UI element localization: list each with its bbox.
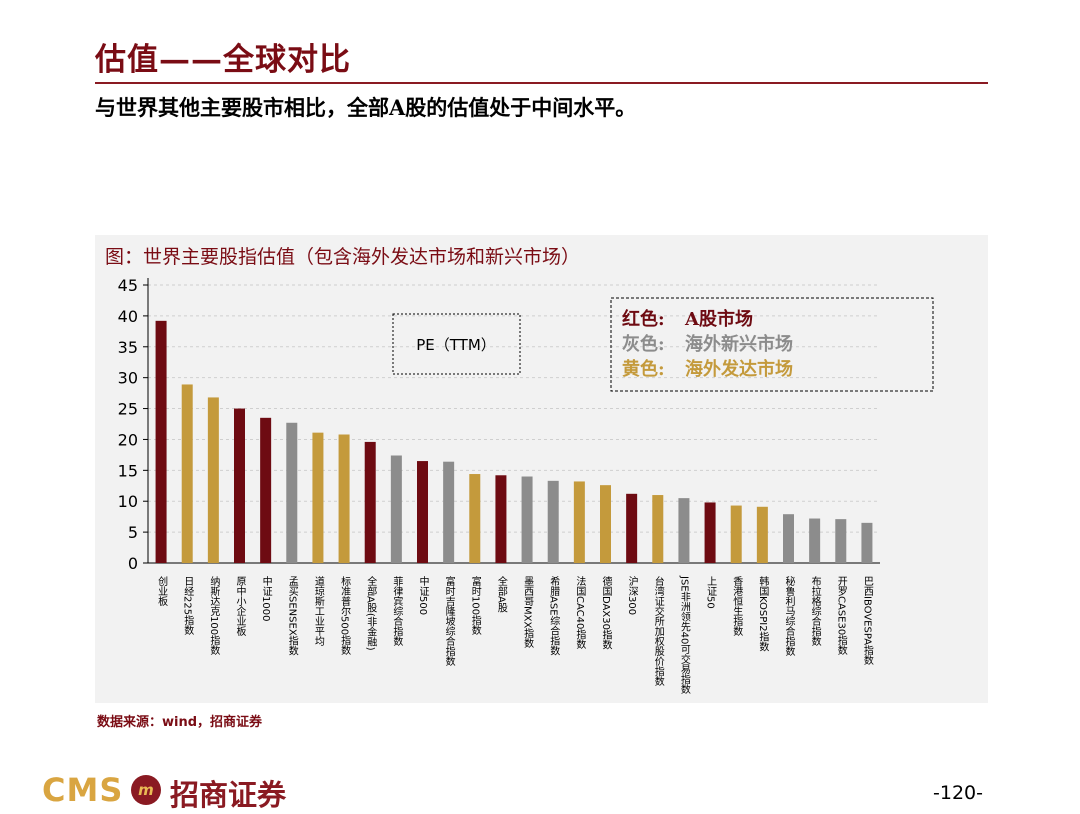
bar	[234, 408, 245, 563]
x-tick-label: 创业板	[156, 575, 168, 607]
x-tick-label: 富时100指数	[469, 575, 481, 636]
bar	[835, 519, 847, 563]
bar	[260, 417, 272, 563]
bar	[861, 522, 873, 563]
x-tick-label: 开罗CASE30指数	[835, 576, 847, 656]
cms-logo-icon: m	[131, 775, 161, 805]
title-divider	[95, 82, 988, 84]
bar	[783, 514, 794, 563]
x-tick-label: 日经225指数	[182, 576, 194, 636]
x-tick-label: 希腊ASE综合指数	[548, 575, 560, 657]
x-tick-label: 富时吉隆坡综合指数	[443, 575, 455, 667]
bar	[678, 498, 690, 563]
bar	[417, 461, 428, 563]
bar	[600, 485, 611, 563]
y-tick-label: 15	[118, 461, 138, 480]
y-tick-label: 25	[118, 400, 138, 419]
x-tick-label: 布拉格综合指数	[809, 576, 821, 647]
pe-bar-chart: 0 5 10 15 20 25 30 35 40 45 创业板 日经225指数 纳斯达克100指数 原中小…	[118, 276, 934, 695]
bar	[730, 505, 742, 563]
legend-text: A股市场	[684, 308, 753, 330]
legend-text: 海外发达市场	[685, 358, 793, 380]
x-tick-label: 标准普尔500指数	[339, 576, 351, 656]
bar	[652, 495, 664, 563]
bar	[521, 476, 533, 563]
bar	[756, 506, 768, 563]
bar	[181, 384, 193, 563]
bar	[207, 397, 219, 563]
x-tick-label: 全部A股	[495, 575, 507, 614]
legend-text: 海外新兴市场	[685, 333, 793, 355]
x-tick-label: 德国DAX30指数	[600, 575, 612, 651]
bar	[338, 434, 350, 563]
y-tick-label: 5	[128, 523, 138, 542]
y-tick-label: 45	[118, 276, 138, 295]
bar	[155, 320, 167, 563]
bar	[573, 481, 585, 563]
x-tick-label: 沪深300	[626, 575, 638, 615]
bar	[704, 502, 716, 563]
bar	[390, 455, 402, 563]
label-box	[392, 313, 521, 375]
legend-key: 灰色:	[622, 333, 665, 355]
y-tick-label: 10	[118, 492, 138, 511]
company-logo-name: 招商证券	[170, 778, 287, 812]
x-tick-label: 孟买SENSEX指数	[286, 576, 298, 657]
x-tick-label: 法国CAC40指数	[574, 575, 586, 650]
x-tick-label: JSE非洲领先40可交易指数	[678, 575, 690, 695]
bar	[547, 480, 559, 563]
legend-box	[610, 297, 934, 392]
x-tick-label: 纳斯达克100指数	[208, 575, 220, 656]
page-title: 估值——全球对比	[95, 42, 351, 78]
y-tick-label: 30	[118, 369, 138, 388]
x-tick-label: 上证50	[705, 576, 717, 609]
bar	[495, 475, 507, 563]
bar	[443, 461, 455, 563]
y-tick-label: 0	[128, 554, 138, 573]
bar	[286, 422, 298, 563]
legend-key: 黄色:	[622, 358, 665, 380]
bar	[364, 441, 376, 563]
y-tick-label: 40	[118, 307, 138, 326]
x-tick-label: 墨西哥MXX指数	[522, 576, 534, 649]
y-tick-label: 20	[118, 430, 138, 449]
page-number: -120-	[933, 782, 983, 804]
x-tick-label: 菲律宾综合指数	[391, 576, 403, 647]
bar	[312, 432, 324, 563]
data-source: 数据来源：wind，招商证券	[97, 715, 263, 730]
x-tick-label: 香港恒生指数	[731, 576, 743, 637]
x-tick-label: 中证1000	[260, 575, 272, 622]
x-tick-label: 巴西IBOVESPA指数	[861, 576, 873, 666]
y-tick-label: 35	[118, 338, 138, 357]
cms-logo-text: CMS	[42, 771, 124, 809]
label-box-text: PE（TTM）	[416, 336, 496, 354]
x-tick-label: 韩国KOSPI2指数	[757, 575, 769, 653]
bar	[469, 474, 481, 563]
bar	[626, 493, 638, 563]
x-tick-label: 道琼斯工业平均	[312, 575, 324, 647]
bar	[809, 518, 821, 563]
chart-title: 图：世界主要股指估值（包含海外发达市场和新兴市场）	[105, 246, 581, 268]
x-tick-label: 中证500	[417, 575, 429, 615]
legend-key: 红色:	[622, 308, 665, 330]
x-tick-label: 秘鲁利马综合指数	[783, 575, 795, 657]
x-tick-label: 全部A股(非金融)	[365, 575, 377, 651]
page-subtitle: 与世界其他主要股市相比，全部A股的估值处于中间水平。	[95, 95, 637, 120]
x-tick-label: 原中小企业板	[234, 576, 246, 637]
x-tick-label: 台湾证交所加权股价指数	[652, 575, 664, 687]
